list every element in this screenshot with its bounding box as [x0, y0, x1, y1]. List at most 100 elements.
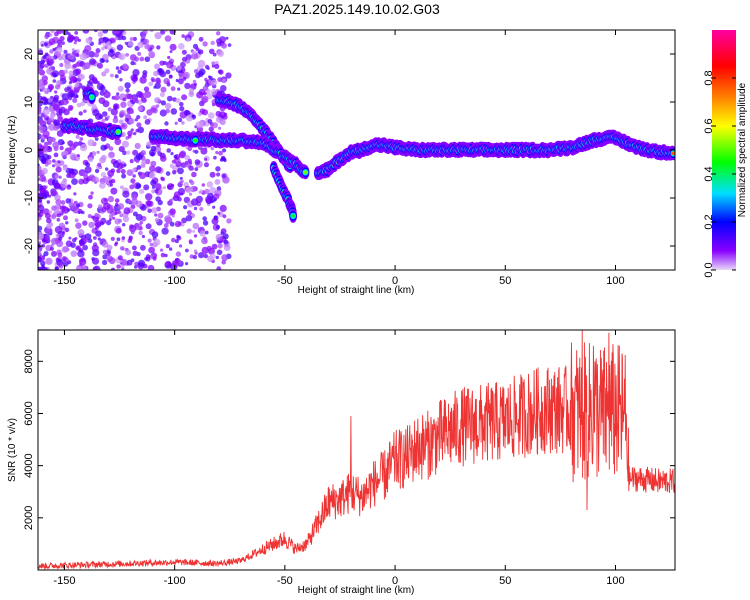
spectrogram-noise-blob	[88, 221, 95, 229]
spectrogram-noise-blob	[80, 101, 86, 107]
spectrogram-noise-blob	[213, 155, 217, 160]
spectrogram-noise-blob	[67, 184, 71, 188]
spectrogram-noise-blob	[171, 159, 176, 164]
spectrogram-noise-blob	[166, 64, 171, 69]
spectrogram-noise-blob	[102, 249, 108, 255]
spectrogram-noise-blob	[122, 216, 130, 223]
spectrogram-noise-blob	[52, 96, 59, 103]
spectrogram-noise-blob	[198, 252, 205, 259]
spectrogram-noise-blob	[48, 66, 52, 70]
spectrogram-noise-blob	[38, 67, 42, 75]
spectrogram-noise-blob	[92, 109, 100, 117]
spectrogram-noise-blob	[155, 196, 161, 202]
spectrogram-noise-blob	[157, 151, 163, 157]
spectrogram-y-tick-label: 0	[23, 147, 35, 153]
spectrogram-noise-blob	[130, 178, 136, 184]
spectrogram-noise-blob	[75, 53, 80, 58]
spectrogram-noise-blob	[219, 118, 226, 126]
spectrogram-noise-blob	[52, 103, 60, 111]
spectrogram-noise-blob	[165, 69, 171, 75]
spectrogram-noise-blob	[46, 217, 52, 224]
spectrogram-noise-blob	[180, 61, 186, 68]
spectrogram-noise-blob	[73, 200, 78, 205]
spectrogram-noise-blob	[58, 236, 63, 241]
spectrogram-noise-blob	[124, 41, 128, 45]
spectrogram-noise-blob	[134, 99, 139, 104]
spectrogram-plot-area	[38, 30, 675, 270]
spectrogram-noise-blob	[68, 202, 75, 209]
spectrogram-noise-blob	[121, 236, 126, 240]
spectrogram-x-tick-label: -50	[277, 275, 293, 287]
spectrogram-noise-blob	[169, 50, 173, 54]
spectrogram-noise-blob	[150, 145, 157, 152]
spectrogram-noise-blob	[47, 83, 54, 90]
spectrogram-noise-blob	[63, 108, 70, 116]
spectrogram-noise-blob	[38, 256, 42, 263]
spectrogram-noise-blob	[74, 218, 79, 223]
spectrogram-noise-blob	[151, 231, 159, 238]
spectrogram-ridge-core	[671, 151, 675, 156]
spectrogram-noise-blob	[141, 160, 147, 166]
snr-frame	[37, 329, 676, 571]
spectrogram-noise-blob	[187, 158, 192, 163]
spectrogram-noise-blob	[82, 220, 88, 226]
spectrogram-noise-blob	[83, 109, 87, 113]
spectrogram-noise-blob	[211, 61, 215, 65]
spectrogram-noise-blob	[115, 66, 120, 70]
spectrogram-noise-blob	[48, 210, 53, 214]
spectrogram-noise-blob	[100, 217, 107, 224]
spectrogram-noise-blob	[122, 30, 127, 36]
spectrogram-noise-blob	[197, 112, 202, 117]
spectrogram-noise-blob	[47, 98, 53, 103]
spectrogram-noise-blob	[160, 252, 166, 258]
spectrogram-noise-blob	[136, 122, 142, 128]
spectrogram-noise-blob	[131, 76, 138, 83]
spectrogram-noise-blob	[95, 226, 99, 230]
spectrogram-noise-blob	[95, 48, 101, 54]
spectrogram-noise-blob	[87, 203, 93, 209]
spectrogram-noise-blob	[124, 117, 129, 122]
spectrogram-noise-blob	[132, 69, 140, 77]
spectrogram-noise-blob	[117, 85, 124, 92]
spectrogram-noise-blob	[192, 254, 198, 260]
spectrogram-noise-blob	[206, 245, 212, 251]
spectrogram-noise-blob	[108, 180, 113, 184]
spectrogram-noise-blob	[167, 184, 172, 190]
spectrogram-noise-blob	[109, 183, 114, 187]
spectrogram-noise-blob	[173, 154, 178, 159]
spectrogram-noise-blob	[69, 143, 76, 151]
spectrogram-noise-blob	[51, 189, 58, 196]
spectrogram-noise-blob	[132, 149, 139, 156]
spectrogram-noise-blob	[179, 102, 184, 107]
spectrogram-noise-blob	[97, 31, 104, 38]
spectrogram-noise-blob	[150, 179, 157, 187]
spectrogram-noise-blob	[61, 93, 70, 101]
spectrogram-noise-blob	[41, 167, 48, 175]
spectrogram-noise-blob	[194, 167, 199, 172]
spectrogram-noise-blob	[51, 214, 57, 220]
spectrogram-noise-blob	[102, 254, 108, 260]
spectrogram-noise-blob	[198, 36, 204, 42]
spectrogram-noise-blob	[174, 239, 179, 244]
spectrogram-noise-blob	[123, 207, 131, 215]
spectrogram-x-tick-label: 0	[392, 275, 398, 287]
spectrogram-noise-blob	[154, 97, 161, 104]
spectrogram-noise-blob	[106, 220, 112, 226]
spectrogram-noise-blob	[222, 174, 226, 178]
spectrogram-noise-blob	[221, 254, 229, 262]
spectrogram-y-tick-label: -10	[23, 190, 35, 206]
spectrogram-noise-blob	[163, 77, 170, 85]
spectrogram-noise-blob	[103, 91, 111, 99]
spectrogram-noise-blob	[154, 217, 160, 223]
spectrogram-noise-blob	[156, 45, 161, 50]
spectrogram-noise-blob	[101, 71, 107, 77]
spectrogram-noise-blob	[72, 97, 78, 103]
spectrogram-noise-blob	[117, 203, 125, 210]
spectrogram-noise-blob	[79, 243, 83, 247]
spectrogram-noise-blob	[147, 266, 153, 270]
spectrogram-noise-blob	[223, 158, 227, 163]
spectrogram-noise-blob	[169, 221, 175, 227]
spectrogram-noise-blob	[108, 151, 115, 158]
spectrogram-noise-blob	[102, 241, 109, 248]
